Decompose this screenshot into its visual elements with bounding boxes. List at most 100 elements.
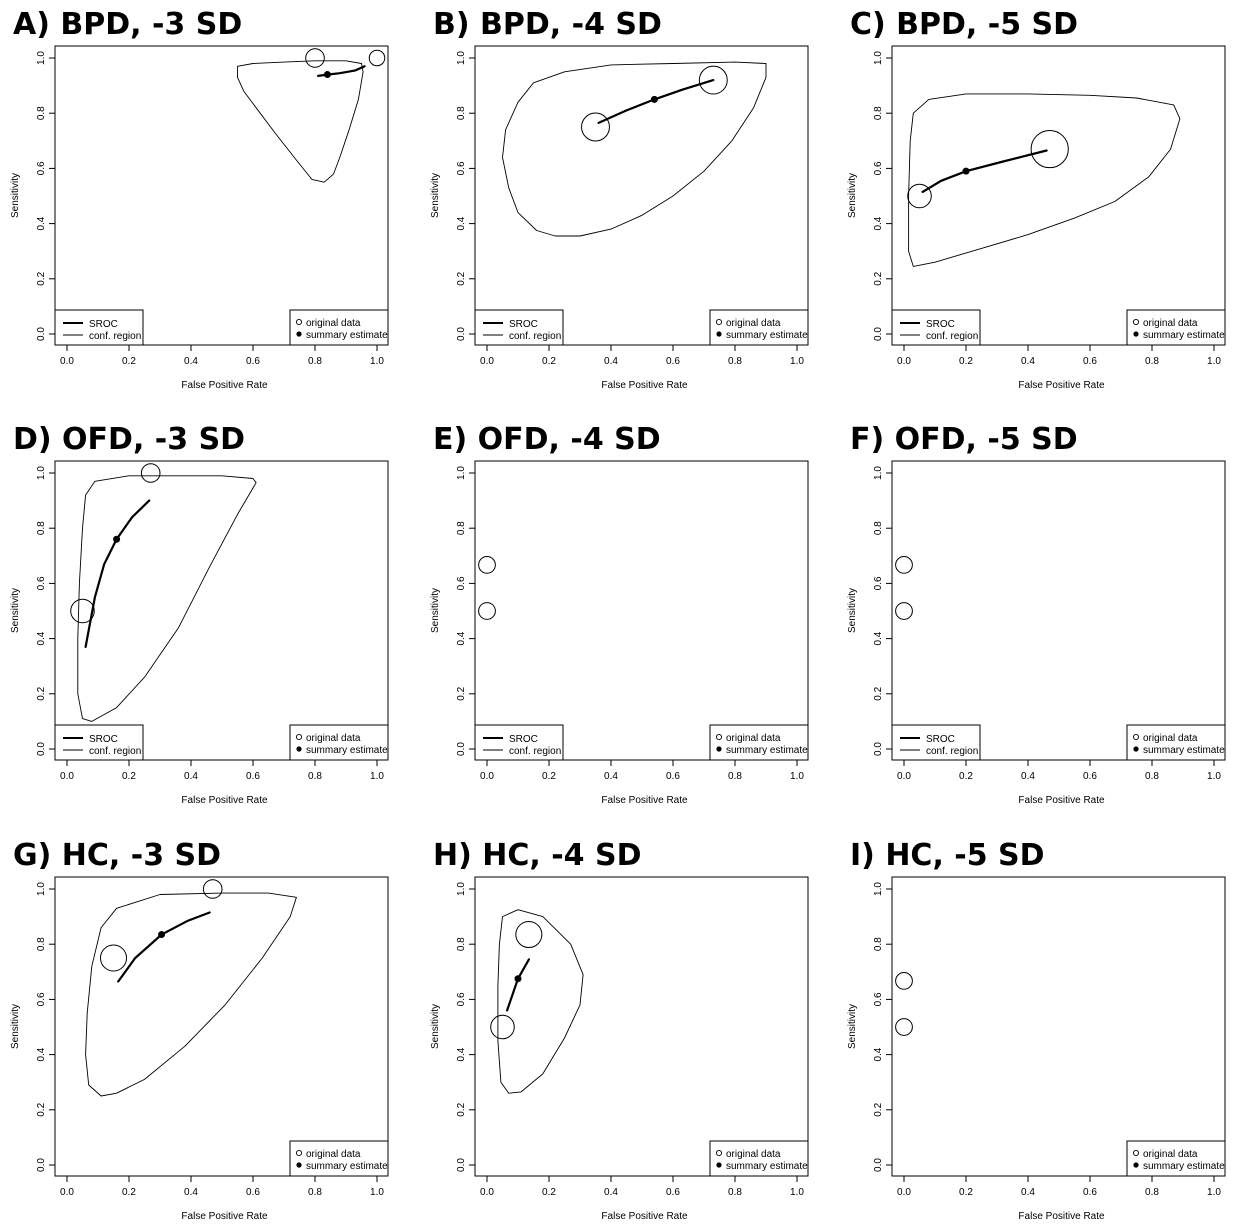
legend-summary-label: summary estimate <box>1143 745 1225 756</box>
legend-summary-label: summary estimate <box>726 330 808 341</box>
y-tick-label: 0.0 <box>456 1158 467 1172</box>
plot-frame <box>474 876 809 1177</box>
panel-title: A) BPD, -3 SD <box>13 7 242 42</box>
x-axis-title: False Positive Rate <box>181 380 268 391</box>
y-tick-label: 0.4 <box>36 1047 47 1061</box>
x-tick-label: 1.0 <box>1207 1187 1221 1198</box>
x-tick-label: 0.2 <box>959 771 973 782</box>
y-axis-title: Sensitivity <box>847 588 858 633</box>
x-tick-label: 0.8 <box>728 771 742 782</box>
y-tick-label: 1.0 <box>873 466 884 480</box>
x-tick-label: 0.0 <box>480 771 494 782</box>
x-axis-title: False Positive Rate <box>601 1211 688 1222</box>
legend-summary-label: summary estimate <box>1143 330 1225 341</box>
legend-original-symbol <box>715 733 723 741</box>
x-tick-label: 0.4 <box>184 771 198 782</box>
y-tick-label: 0.6 <box>873 576 884 590</box>
y-tick-label: 0.6 <box>36 992 47 1006</box>
y-tick-label: 0.0 <box>36 1158 47 1172</box>
y-axis-title: Sensitivity <box>430 588 441 633</box>
y-tick-label: 1.0 <box>456 882 467 896</box>
x-tick-label: 0.6 <box>666 356 680 367</box>
summary-estimate-point <box>158 931 166 939</box>
original-data-point <box>140 463 161 483</box>
original-data-point <box>895 972 913 990</box>
y-axis-title: Sensitivity <box>847 1004 858 1049</box>
x-tick-label: 0.4 <box>184 1187 198 1198</box>
x-tick-label: 0.2 <box>542 771 556 782</box>
legend-right-box <box>1126 1140 1226 1177</box>
legend-original-symbol <box>1132 318 1140 326</box>
original-data-point <box>99 944 128 972</box>
legend-left-box <box>474 309 564 346</box>
x-tick-label: 0.6 <box>246 356 260 367</box>
legend-summary-label: summary estimate <box>1143 1161 1225 1172</box>
legend-summary-label: summary estimate <box>306 745 388 756</box>
x-tick-label: 0.2 <box>122 356 136 367</box>
conf-region <box>237 60 364 183</box>
legend-original-symbol <box>1132 1149 1140 1157</box>
x-tick-label: 1.0 <box>370 771 384 782</box>
x-tick-label: 0.0 <box>897 1187 911 1198</box>
x-tick-label: 0.4 <box>1021 1187 1035 1198</box>
legend-original-label: original data <box>1143 733 1198 744</box>
x-tick-label: 0.0 <box>480 356 494 367</box>
y-tick-label: 0.4 <box>456 1047 467 1061</box>
original-data-point <box>698 65 728 95</box>
y-axis-title: Sensitivity <box>10 588 21 633</box>
plot-frame <box>54 45 389 346</box>
legend-original-label: original data <box>726 733 781 744</box>
legend-original-symbol <box>295 733 303 741</box>
x-tick-label: 0.8 <box>1145 771 1159 782</box>
legend-right-box <box>1126 724 1226 761</box>
y-tick-label: 0.2 <box>873 686 884 700</box>
x-tick-label: 0.4 <box>604 356 618 367</box>
x-tick-label: 0.2 <box>959 1187 973 1198</box>
y-tick-label: 0.4 <box>36 216 47 230</box>
x-tick-label: 0.6 <box>666 1187 680 1198</box>
original-data-point <box>490 1014 515 1040</box>
legend-original-label: original data <box>726 1149 781 1160</box>
summary-estimate-point <box>514 975 522 983</box>
plot-frame <box>891 460 1226 761</box>
legend-left-box <box>54 724 144 761</box>
legend-left-box <box>54 309 144 346</box>
legend-conf-label: conf. region <box>926 331 978 342</box>
x-tick-label: 0.0 <box>897 771 911 782</box>
plot-frame <box>474 45 809 346</box>
legend-right-box <box>289 1140 389 1177</box>
panel-title: H) HC, -4 SD <box>433 838 642 873</box>
legend-summary-label: summary estimate <box>306 330 388 341</box>
x-axis-title: False Positive Rate <box>1018 1211 1105 1222</box>
panel-a: A) BPD, -3 SD 0.0 0.2 0.4 0.6 0.8 1.0 0.0 0.2 0.4… <box>10 7 389 391</box>
legend-sroc-label: SROC <box>89 734 118 745</box>
y-tick-label: 0.8 <box>36 106 47 120</box>
original-data-point <box>478 556 496 574</box>
legend-original-label: original data <box>726 318 781 329</box>
legend-summary-symbol <box>1133 1162 1139 1168</box>
y-tick-label: 0.0 <box>36 327 47 341</box>
y-tick-label: 0.4 <box>456 631 467 645</box>
y-tick-label: 0.6 <box>456 161 467 175</box>
summary-estimate-point <box>113 535 121 543</box>
legend-conf-label: conf. region <box>509 746 561 757</box>
x-axis-title: False Positive Rate <box>601 795 688 806</box>
legend-summary-label: summary estimate <box>306 1161 388 1172</box>
x-tick-label: 1.0 <box>370 1187 384 1198</box>
legend-summary-symbol <box>296 746 302 752</box>
panel-title: D) OFD, -3 SD <box>13 422 245 457</box>
panel-title: G) HC, -3 SD <box>13 838 221 873</box>
legend-original-label: original data <box>1143 318 1198 329</box>
panel-d: D) OFD, -3 SD 0.0 0.2 0.4 0.6 0.8 1.0 0.0 0.2 0.4… <box>10 422 389 806</box>
x-tick-label: 1.0 <box>1207 356 1221 367</box>
y-tick-label: 0.6 <box>873 992 884 1006</box>
legend-original-symbol <box>715 1149 723 1157</box>
panel-g: G) HC, -3 SD 0.0 0.2 0.4 0.6 0.8 1.0 0.0 0.2 0.4 0… <box>10 838 389 1222</box>
